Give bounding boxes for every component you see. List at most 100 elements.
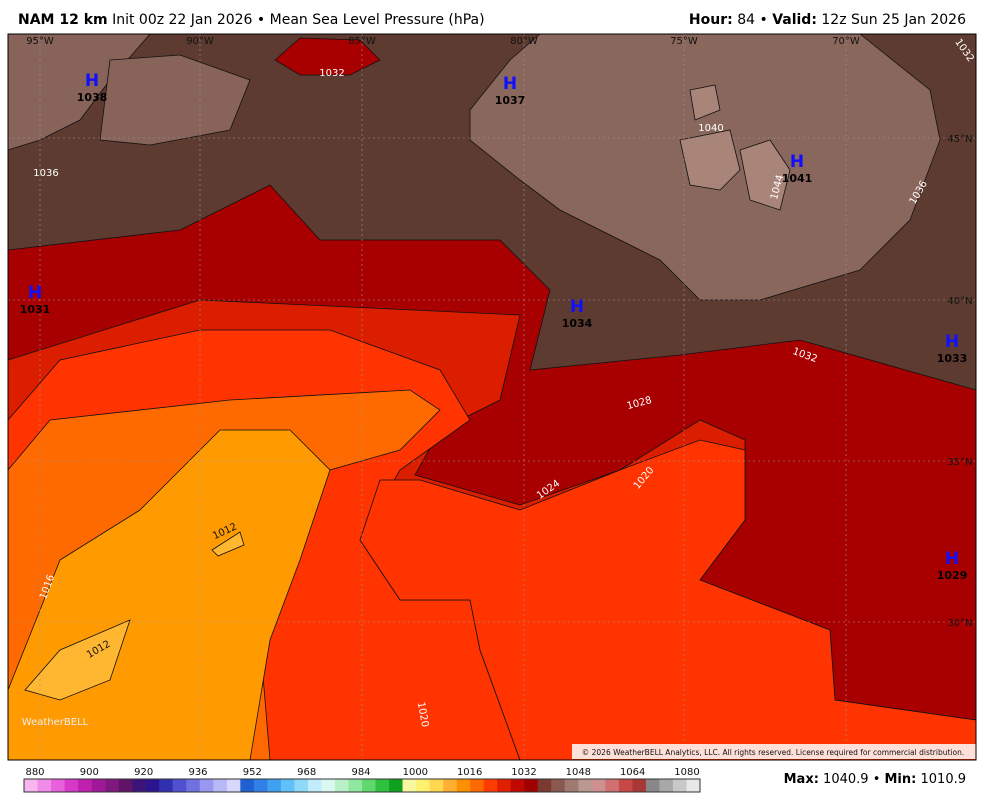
colorbar-swatch <box>280 779 295 792</box>
lon-label: 75°W <box>670 36 698 47</box>
lon-label: 85°W <box>348 36 376 47</box>
hour: 84 <box>737 12 756 28</box>
high-marker: H <box>790 152 804 172</box>
high-value: 1031 <box>20 303 51 316</box>
colorbar-swatch <box>348 779 363 792</box>
colorbar-tick-label: 952 <box>243 767 262 778</box>
colorbar-swatch <box>470 779 484 792</box>
colorbar-swatch <box>429 779 444 792</box>
high-value: 1033 <box>937 352 968 365</box>
colorbar-tick-label: 984 <box>351 767 370 778</box>
colorbar-swatch <box>537 779 552 792</box>
colorbar-swatch <box>672 779 687 792</box>
lon-label: 95°W <box>26 36 54 47</box>
lat-label: 45°N <box>947 134 972 145</box>
colorbar-tick-label: 920 <box>134 767 153 778</box>
colorbar-tick-label: 880 <box>25 767 44 778</box>
fills <box>7 33 977 761</box>
valid: 12z Sun 25 Jan 2026 <box>821 12 966 28</box>
high-marker: H <box>945 332 959 352</box>
colorbar-swatch <box>497 779 512 792</box>
colorbar-swatch <box>578 779 593 792</box>
colorbar-swatch <box>321 779 336 792</box>
contour-label: 1020 <box>415 701 430 728</box>
map-frame <box>7 33 977 761</box>
colorbar-swatch <box>334 779 349 792</box>
colorbar-swatch <box>199 779 214 792</box>
copyright: © 2026 WeatherBELL Analytics, LLC. All r… <box>582 748 964 757</box>
contour-label: 1032 <box>319 68 344 79</box>
high-marker: H <box>85 71 99 91</box>
lon-label: 70°W <box>832 36 860 47</box>
colorbar-swatch <box>659 779 674 792</box>
header: NAM 12 km Init 00z 22 Jan 2026 • Mean Se… <box>0 0 984 34</box>
colorbar-swatch <box>294 779 309 792</box>
colorbar-tick-label: 1016 <box>457 767 482 778</box>
colorbar-swatch <box>483 779 498 792</box>
colorbar-swatch <box>307 779 322 792</box>
logo: WeatherBELL <box>22 717 89 728</box>
max-label: Max: <box>783 772 819 787</box>
colorbar-swatch <box>591 779 606 792</box>
lat-label: 35°N <box>947 457 972 468</box>
copyright-bg <box>572 744 976 759</box>
lon-label: 80°W <box>510 36 538 47</box>
colorbar-swatch <box>456 779 471 792</box>
colorbar-swatch <box>213 779 228 792</box>
colorbar-swatch <box>132 779 146 792</box>
sep: • <box>872 772 881 787</box>
high-value: 1037 <box>495 94 526 107</box>
high-marker: H <box>570 297 584 317</box>
colorbar-swatch <box>375 779 390 792</box>
max: 1040.9 <box>823 772 869 787</box>
colorbar-tick-label: 968 <box>297 767 316 778</box>
colorbar-tick-label: 936 <box>188 767 207 778</box>
colorbar-swatch <box>172 779 187 792</box>
sep: • <box>759 12 768 28</box>
high-value: 1041 <box>782 172 813 185</box>
header-left: NAM 12 km Init 00z 22 Jan 2026 • Mean Se… <box>18 12 485 28</box>
footer: Max: 1040.9 • Min: 1010.9 <box>784 772 966 787</box>
colorbar-swatch <box>551 779 566 792</box>
colorbar-swatch <box>159 779 174 792</box>
colorbar-swatch <box>564 779 579 792</box>
colorbar-swatch <box>240 779 255 792</box>
valid-label: Valid: <box>772 12 817 28</box>
high-marker: H <box>945 549 959 569</box>
colorbar-swatch <box>37 779 52 792</box>
high-value: 1034 <box>562 317 593 330</box>
colorbar-swatch <box>64 779 79 792</box>
colorbar-swatch <box>186 779 201 792</box>
colorbar-swatch <box>632 779 647 792</box>
colorbar-swatch <box>618 779 633 792</box>
colorbar-tick-label: 1048 <box>566 767 591 778</box>
colorbar-swatch <box>443 779 457 792</box>
colorbar-swatch <box>402 779 417 792</box>
lon-label: 90°W <box>186 36 214 47</box>
colorbar-swatch <box>24 779 38 792</box>
colorbar-frame <box>23 778 701 793</box>
contour-label: 1036 <box>33 168 58 179</box>
colorbar-swatch <box>510 779 525 792</box>
high-value: 1038 <box>77 91 108 104</box>
lat-label: 30°N <box>947 618 972 629</box>
colorbar-swatch <box>267 779 282 792</box>
lat-label: 40°N <box>947 296 972 307</box>
colorbar-swatch <box>91 779 106 792</box>
colorbar-swatch <box>605 779 620 792</box>
high-marker: H <box>503 74 517 94</box>
colorbar-swatch <box>524 779 539 792</box>
colorbar-swatch <box>645 779 660 792</box>
colorbar-tick-label: 900 <box>80 767 99 778</box>
colorbar-tick-label: 1000 <box>403 767 428 778</box>
field: Mean Sea Level Pressure (hPa) <box>269 12 485 28</box>
colorbar-swatch <box>416 779 430 792</box>
hour-label: Hour: <box>688 12 733 28</box>
min-label: Min: <box>884 772 917 787</box>
colorbar-swatch <box>51 779 65 792</box>
init: Init 00z 22 Jan 2026 <box>112 12 253 28</box>
colorbar-swatch <box>389 779 403 792</box>
colorbar-swatch <box>105 779 119 792</box>
